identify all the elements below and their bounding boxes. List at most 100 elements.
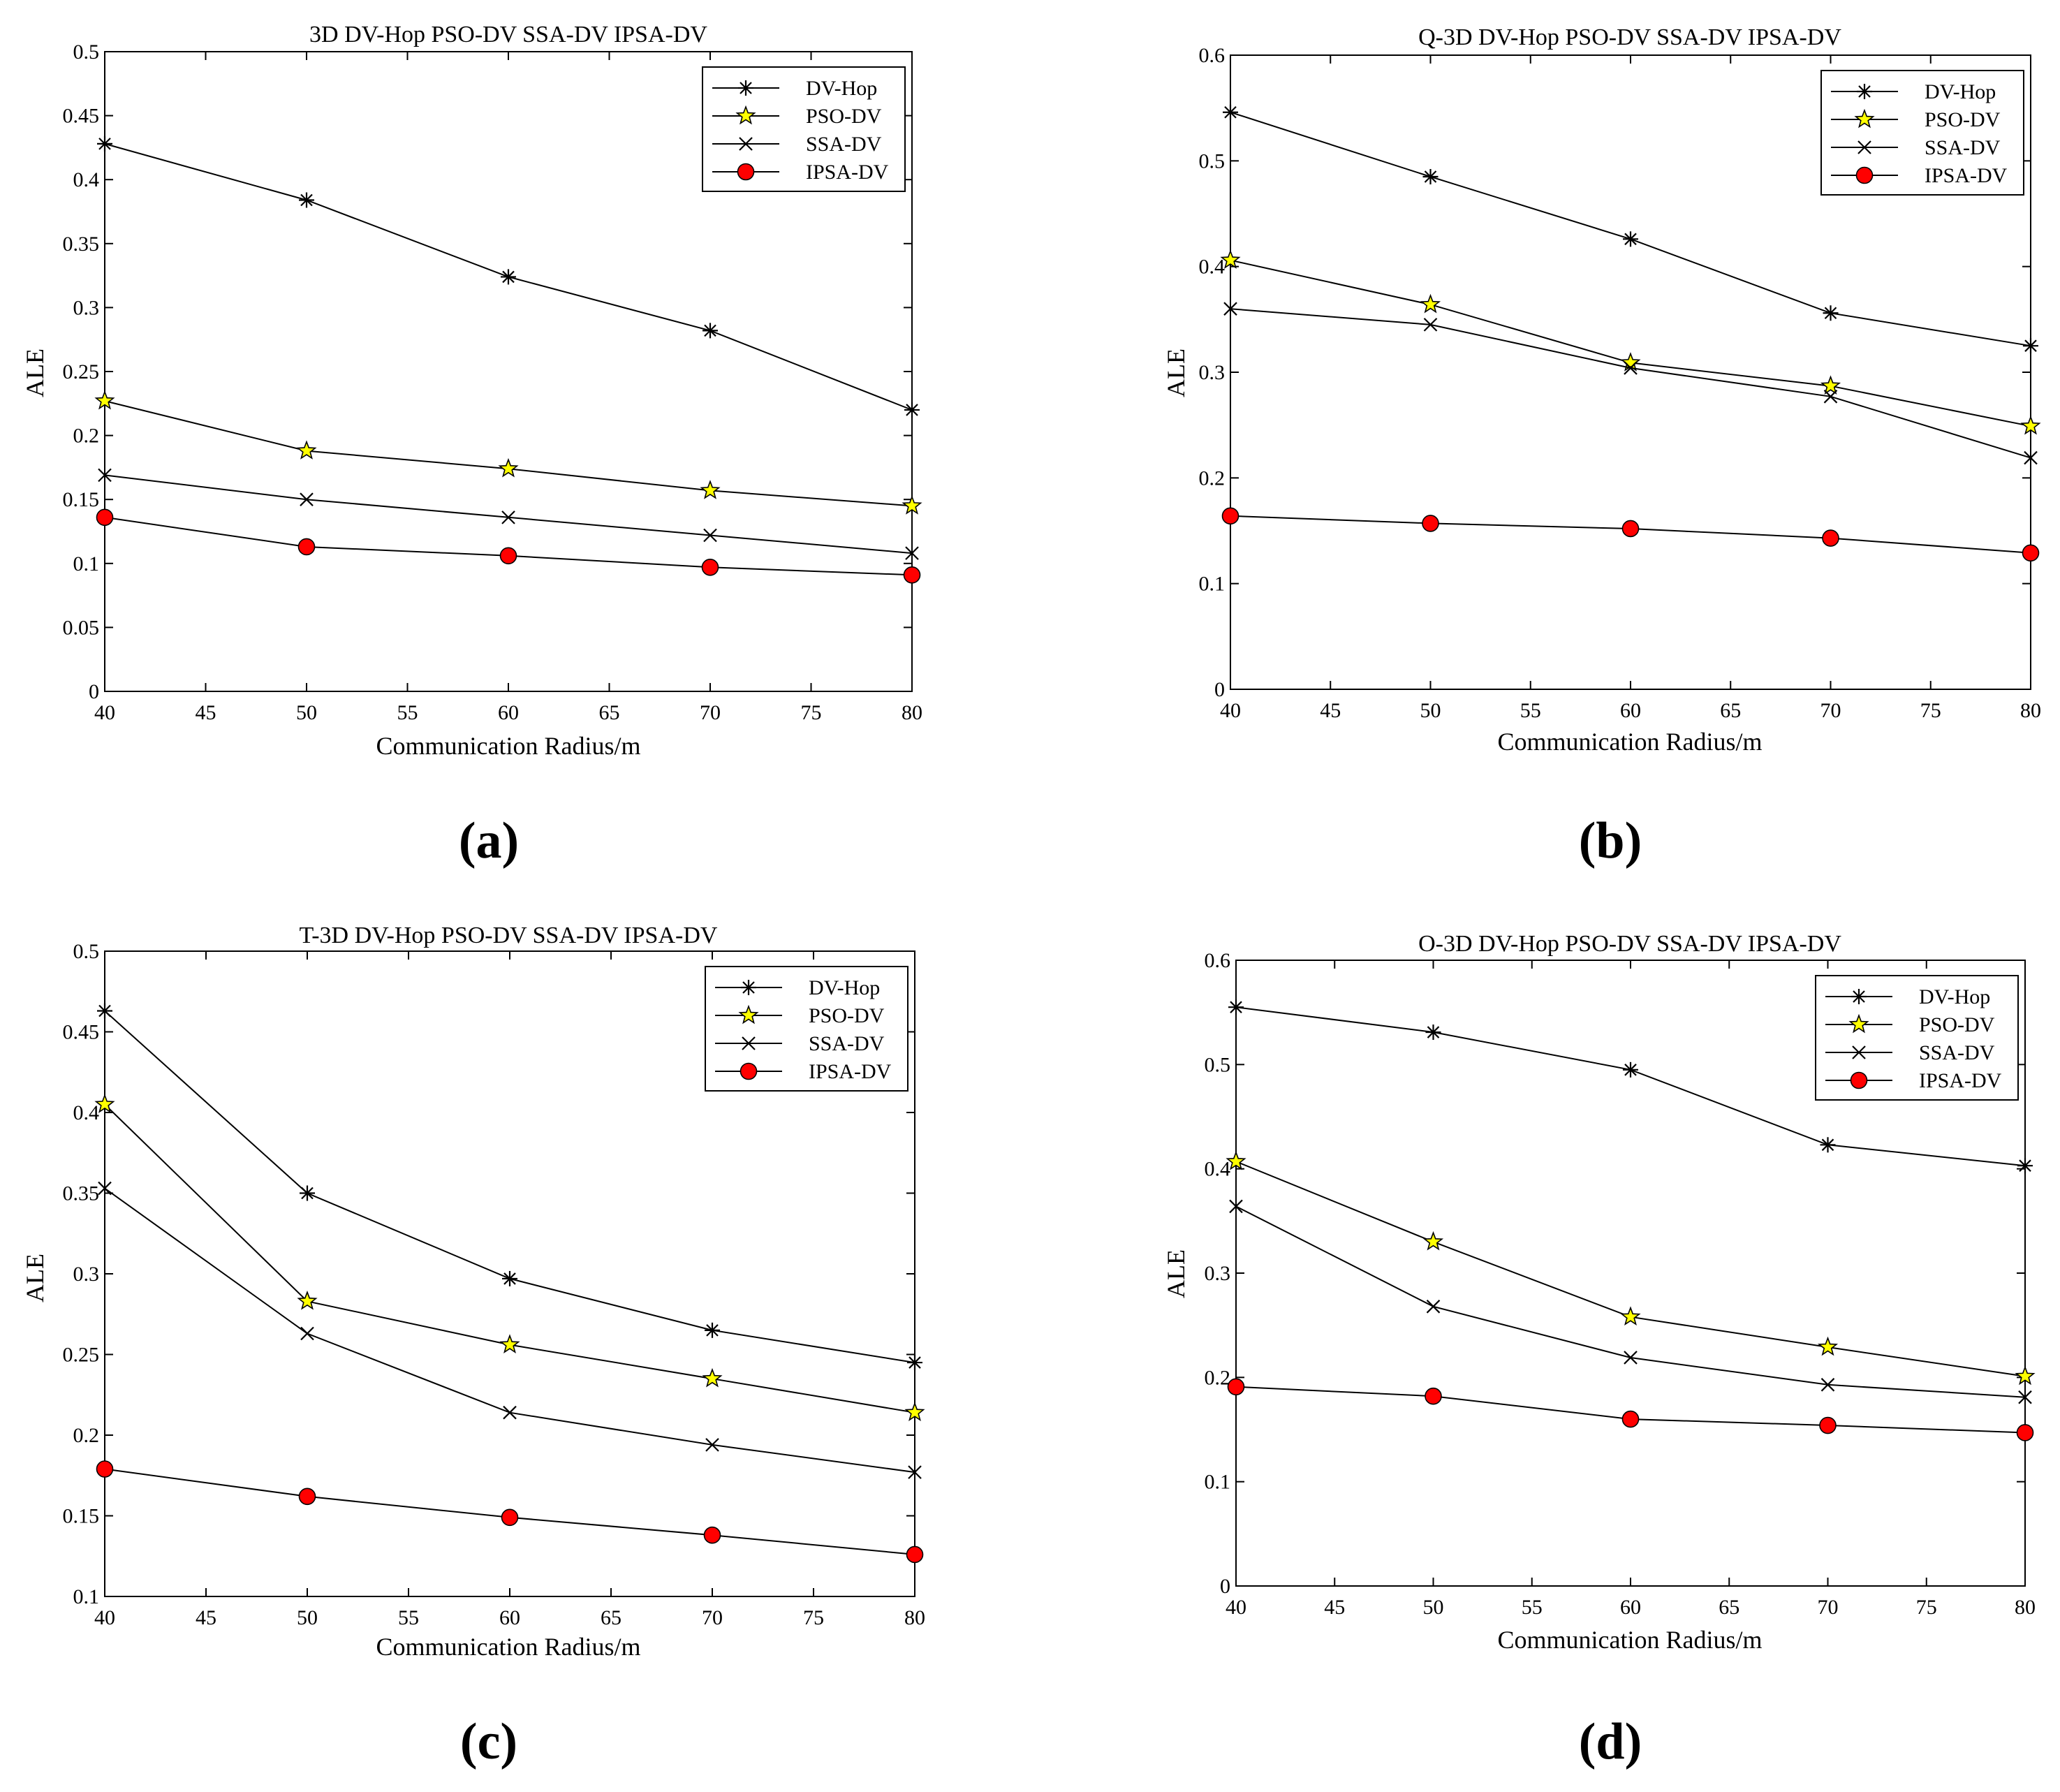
- x-tick-label: 55: [1522, 1596, 1543, 1619]
- series-ipsa-dv: [96, 508, 921, 584]
- legend-marker: [1857, 84, 1872, 99]
- chart-title: 3D DV-Hop PSO-DV SSA-DV IPSA-DV: [309, 22, 707, 47]
- y-tick-label: 0.1: [1199, 573, 1226, 596]
- legend-marker: [1857, 140, 1871, 154]
- data-point: [300, 492, 314, 506]
- x-tick-label: 75: [803, 1606, 824, 1629]
- data-point: [297, 1291, 318, 1310]
- y-tick-label: 0.4: [1205, 1158, 1231, 1181]
- y-tick-label: 0.1: [1205, 1471, 1231, 1494]
- x-tick-label: 70: [1818, 1596, 1839, 1619]
- y-tick-label: 0.5: [73, 940, 100, 963]
- legend-item: PSO-DV: [712, 105, 882, 128]
- y-tick-label: 0.3: [73, 1263, 100, 1286]
- legend-marker: [1848, 1013, 1869, 1034]
- data-point: [1823, 305, 1839, 321]
- series-ipsa-dv: [96, 1460, 924, 1564]
- x-tick-label: 45: [196, 701, 216, 724]
- x-tick-label: 80: [2015, 1596, 2036, 1619]
- legend: DV-Hop PSO-DV SSA-DV IPSA-DV: [1820, 70, 2024, 196]
- data-point: [906, 1545, 924, 1564]
- legend-label: IPSA-DV: [809, 1060, 892, 1083]
- series-pso-dv: [1220, 249, 2041, 435]
- y-tick-label: 0.5: [1199, 149, 1226, 172]
- series-ipsa-dv: [1221, 507, 2040, 562]
- data-point: [1624, 1351, 1638, 1365]
- data-point: [700, 480, 721, 499]
- data-point: [94, 390, 115, 410]
- data-point: [1623, 231, 1638, 247]
- data-point: [499, 547, 517, 565]
- x-tick-label: 55: [398, 1606, 419, 1629]
- series-ssa-dv: [98, 1181, 922, 1479]
- data-point: [1422, 169, 1439, 185]
- legend-item: DV-Hop: [1825, 985, 1990, 1008]
- y-tick-label: 0.2: [73, 1424, 100, 1447]
- x-tick-label: 40: [1226, 1596, 1246, 1619]
- data-point: [2018, 1390, 2032, 1404]
- x-tick-label: 60: [498, 701, 519, 724]
- x-tick-label: 40: [94, 1606, 115, 1629]
- y-tick-label: 0.3: [1199, 361, 1226, 384]
- legend-marker: [1854, 108, 1875, 128]
- y-axis-label: ALE: [1162, 1249, 1190, 1298]
- legend-item: SSA-DV: [1831, 136, 2001, 159]
- data-point: [1820, 1137, 1836, 1153]
- series-line: [1235, 1205, 2026, 1398]
- series-line: [1230, 259, 2031, 427]
- data-point: [2016, 1424, 2034, 1441]
- y-tick-label: 0.4: [73, 1101, 100, 1124]
- x-tick-label: 65: [599, 701, 620, 724]
- y-tick-label: 0.45: [63, 1021, 100, 1044]
- data-point: [1621, 1410, 1640, 1428]
- x-tick-label: 65: [601, 1606, 621, 1629]
- y-tick-label: 0.4: [1199, 256, 1226, 279]
- legend-marker: [738, 80, 753, 96]
- data-point: [1624, 361, 1638, 375]
- y-tick-label: 0.5: [73, 41, 100, 64]
- series-ssa-dv: [1229, 1199, 2032, 1404]
- data-point: [2017, 1158, 2033, 1174]
- legend-label: PSO-DV: [809, 1004, 885, 1027]
- data-point: [1220, 249, 1241, 269]
- data-point: [1820, 375, 1841, 395]
- y-axis-label: ALE: [21, 1254, 49, 1302]
- data-point: [300, 1326, 314, 1341]
- legend-marker: [1852, 1045, 1866, 1059]
- data-point: [1817, 1336, 1839, 1356]
- x-axis-label: Communication Radius/m: [376, 1633, 641, 1661]
- data-point: [98, 468, 112, 483]
- legend-item: PSO-DV: [1825, 1013, 1995, 1036]
- data-point: [1426, 1300, 1441, 1314]
- x-tick-label: 75: [1916, 1596, 1937, 1619]
- data-point: [1823, 390, 1838, 404]
- series-line: [1230, 308, 2031, 459]
- legend-label: IPSA-DV: [1925, 164, 2008, 187]
- data-point: [300, 1185, 315, 1201]
- legend-label: PSO-DV: [1925, 108, 2001, 131]
- legend-marker: [1850, 1071, 1868, 1089]
- y-tick-label: 0.1: [73, 552, 100, 575]
- legend-label: DV-Hop: [809, 976, 880, 999]
- data-point: [903, 566, 921, 584]
- legend-marker: [1851, 989, 1867, 1004]
- data-point: [904, 1402, 925, 1422]
- x-tick-label: 60: [499, 1606, 520, 1629]
- data-point: [296, 440, 317, 460]
- data-point: [1223, 302, 1237, 316]
- data-point: [701, 558, 719, 576]
- y-tick-label: 0.1: [73, 1585, 100, 1608]
- series-line: [104, 516, 913, 576]
- legend-item: IPSA-DV: [1831, 164, 2008, 187]
- series-line: [1235, 1161, 2026, 1377]
- legend-item: DV-Hop: [1831, 80, 1996, 103]
- series-pso-dv: [1226, 1150, 2036, 1386]
- x-tick-label: 70: [700, 701, 721, 724]
- y-tick-label: 0.15: [63, 488, 100, 511]
- data-point: [97, 1003, 112, 1019]
- plot-area: 40 45 50 55 60 65 70 75 80 0 0.1 0.2 0.3 0.4 0.5 0.6 DV-…: [1205, 949, 2036, 1619]
- data-point: [1425, 1024, 1441, 1041]
- data-point: [501, 511, 515, 524]
- y-tick-label: 0.15: [63, 1505, 100, 1528]
- panel-c: T-3D DV-Hop PSO-DV SSA-DV IPSA-DV Commun…: [21, 923, 925, 1770]
